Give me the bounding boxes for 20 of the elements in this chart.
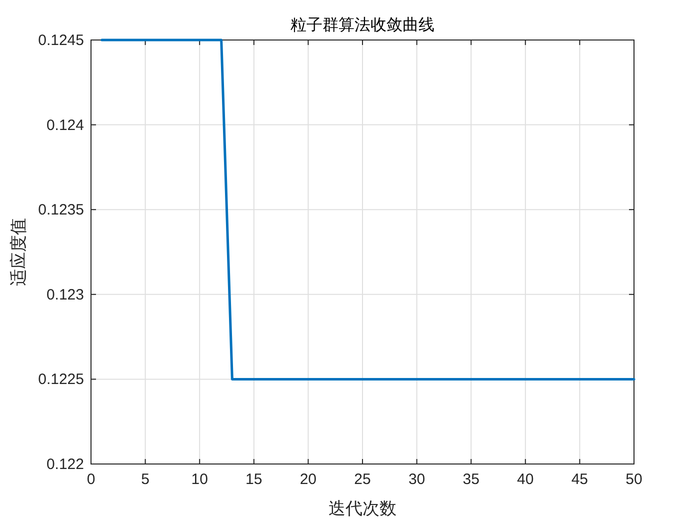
y-axis-title: 适应度值 — [9, 218, 28, 286]
y-tick-label: 0.1235 — [38, 202, 84, 219]
x-tick-label: 35 — [462, 471, 480, 488]
x-tick-label: 40 — [517, 471, 534, 488]
x-tick-label: 45 — [571, 471, 588, 488]
x-tick-label: 0 — [86, 471, 96, 488]
y-tick-label: 0.1225 — [38, 371, 84, 388]
x-tick-label: 50 — [626, 471, 642, 488]
x-tick-label: 30 — [408, 471, 426, 488]
x-tick-label: 20 — [300, 471, 317, 488]
y-tick-label: 0.124 — [46, 116, 84, 134]
y-tick-label: 0.122 — [46, 456, 84, 473]
x-tick-label: 5 — [141, 471, 150, 488]
chart-title: 粒子群算法收敛曲线 — [290, 16, 434, 34]
y-tick-label: 0.1245 — [38, 32, 84, 49]
x-tick-label: 15 — [246, 471, 262, 488]
x-axis-title: 迭代次数 — [328, 499, 396, 518]
x-tick-label: 25 — [354, 471, 371, 488]
x-tick-label: 10 — [191, 471, 208, 488]
y-tick-label: 0.123 — [46, 286, 84, 304]
